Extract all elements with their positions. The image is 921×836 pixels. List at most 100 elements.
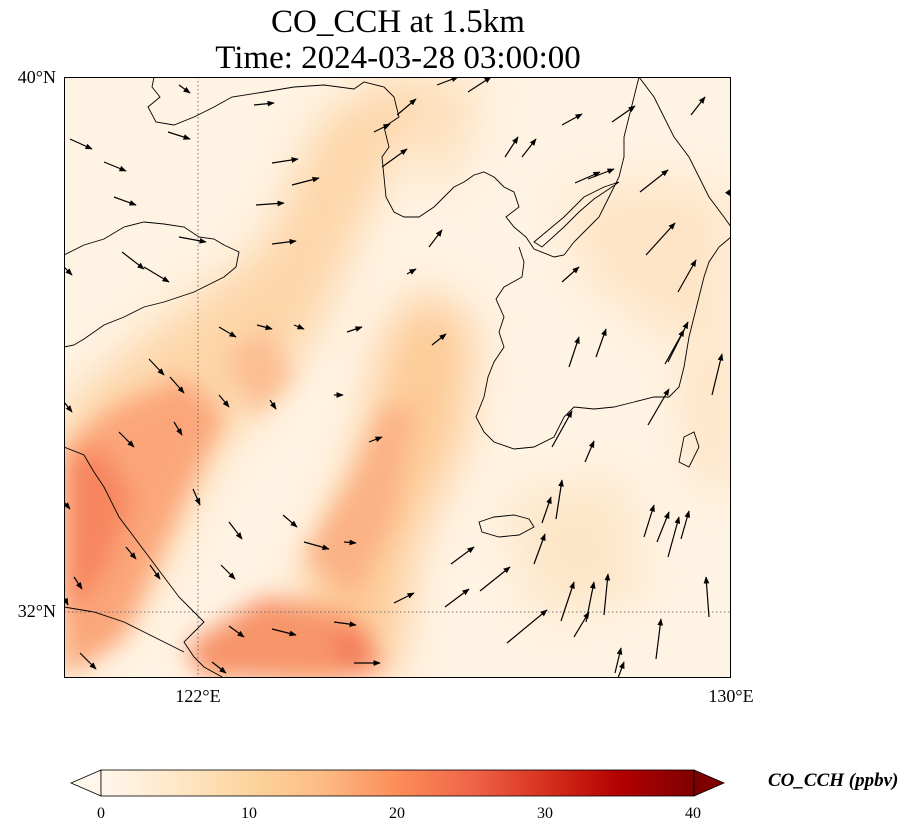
wind-arrow bbox=[467, 77, 492, 93]
wind-arrow bbox=[521, 138, 537, 158]
wind-arrow bbox=[291, 176, 320, 186]
wind-arrow bbox=[690, 96, 706, 116]
colorbar bbox=[70, 768, 726, 798]
wind-arrow bbox=[211, 661, 227, 674]
wind-arrow bbox=[541, 496, 552, 524]
wind-arrow bbox=[450, 546, 475, 565]
wind-arrow bbox=[639, 169, 669, 193]
wind-arrow bbox=[568, 336, 580, 368]
wind-arrow bbox=[506, 609, 548, 644]
wind-arrow bbox=[555, 479, 564, 520]
wind-arrow bbox=[368, 436, 383, 443]
wind-arrow bbox=[271, 157, 299, 164]
wind-arrow bbox=[118, 431, 135, 448]
map-frame bbox=[64, 77, 731, 678]
wind-arrow bbox=[218, 326, 237, 338]
wind-arrow bbox=[64, 401, 73, 413]
wind-arrow bbox=[560, 581, 575, 622]
wind-arrow bbox=[656, 511, 670, 543]
wind-arrow bbox=[381, 148, 408, 168]
wind-arrow bbox=[667, 516, 681, 558]
wind-arrow bbox=[73, 576, 83, 590]
wind-arrow bbox=[603, 573, 611, 616]
wind-arrow bbox=[218, 394, 230, 408]
wind-arrow bbox=[148, 358, 165, 376]
wind-arrow bbox=[533, 533, 546, 565]
map-gridlines bbox=[64, 77, 731, 678]
wind-arrow bbox=[703, 576, 710, 618]
colorbar-tick-10: 10 bbox=[241, 805, 257, 822]
wind-arrow bbox=[584, 440, 595, 463]
wind-arrow bbox=[333, 621, 357, 627]
wind-arrow bbox=[680, 510, 690, 540]
wind-arrow bbox=[504, 136, 519, 158]
wind-arrow bbox=[125, 546, 137, 560]
wind-arrow bbox=[121, 251, 145, 270]
wind-arrow bbox=[167, 131, 191, 140]
wind-arrow bbox=[677, 259, 697, 293]
wind-arrow bbox=[271, 238, 297, 245]
wind-arrow bbox=[643, 504, 655, 538]
wind-arrow bbox=[711, 353, 724, 396]
wind-arrow bbox=[178, 236, 207, 244]
wind-arrow bbox=[396, 98, 417, 116]
lon-label-130: 130°E bbox=[708, 686, 754, 706]
chart-title-line2: Time: 2024-03-28 03:00:00 bbox=[215, 40, 581, 76]
wind-arrow bbox=[79, 652, 97, 670]
colorbar-svg bbox=[70, 769, 726, 797]
coastlines bbox=[64, 77, 731, 678]
wind-arrow bbox=[192, 488, 201, 506]
wind-arrow bbox=[373, 123, 391, 133]
wind-arrow bbox=[228, 625, 245, 638]
chart-title-line1: CO_CCH at 1.5km bbox=[271, 4, 525, 40]
wind-arrow bbox=[293, 323, 305, 330]
wind-arrow bbox=[253, 100, 275, 107]
wind-arrow bbox=[143, 266, 170, 283]
wind-arrow bbox=[655, 618, 664, 660]
lon-label-122: 122°E bbox=[175, 686, 221, 706]
wind-arrow bbox=[255, 200, 285, 207]
wind-arrow bbox=[346, 326, 363, 333]
wind-arrow bbox=[667, 321, 689, 363]
wind-arrow bbox=[69, 138, 93, 150]
wind-arrow bbox=[585, 581, 596, 623]
colorbar-gradient bbox=[100, 769, 695, 797]
wind-arrow bbox=[611, 105, 636, 123]
co-concentration-field bbox=[64, 77, 731, 678]
colorbar-label: CO_CCH (ppbv) bbox=[768, 770, 899, 791]
wind-arrow bbox=[647, 388, 670, 426]
wind-arrow bbox=[574, 171, 601, 184]
wind-vectors bbox=[64, 77, 731, 678]
wind-arrow bbox=[271, 628, 297, 637]
wind-arrow bbox=[256, 324, 273, 331]
colorbar-extend-high bbox=[693, 769, 726, 797]
wind-arrow bbox=[149, 564, 161, 580]
wind-arrow bbox=[103, 161, 127, 172]
colorbar-extend-low bbox=[70, 769, 102, 797]
wind-arrow bbox=[444, 588, 470, 608]
wind-arrow bbox=[282, 514, 298, 528]
wind-arrow bbox=[595, 328, 607, 358]
lat-label-40: 40°N bbox=[17, 67, 56, 87]
wind-arrow bbox=[431, 333, 447, 346]
colorbar-tick-0: 0 bbox=[97, 805, 105, 822]
wind-arrow bbox=[561, 266, 580, 283]
wind-arrow bbox=[428, 229, 443, 248]
wind-arrow bbox=[573, 611, 590, 638]
wind-arrow bbox=[551, 410, 573, 448]
wind-arrow bbox=[269, 399, 277, 410]
wind-arrow bbox=[169, 376, 185, 394]
map-svg bbox=[64, 77, 731, 678]
wind-arrow bbox=[479, 566, 511, 592]
wind-arrow bbox=[406, 268, 417, 275]
wind-arrow bbox=[645, 222, 676, 256]
lat-label-32: 32°N bbox=[17, 601, 56, 621]
wind-arrow bbox=[561, 113, 583, 126]
wind-arrow bbox=[614, 647, 623, 674]
wind-arrow bbox=[173, 421, 183, 436]
wind-arrow bbox=[178, 84, 191, 94]
colorbar-tick-40: 40 bbox=[685, 805, 701, 822]
map-panel bbox=[64, 77, 731, 678]
wind-arrow bbox=[343, 539, 357, 546]
wind-arrow bbox=[393, 592, 415, 604]
